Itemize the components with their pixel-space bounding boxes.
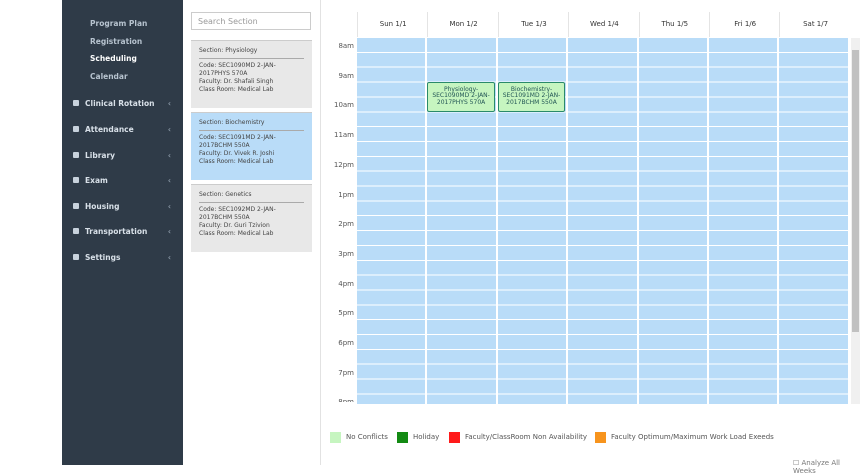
analyze-label: Analyze All Weeks (793, 459, 841, 475)
chevron: ‹ (167, 227, 171, 236)
menu-icon (73, 203, 79, 209)
day-column (779, 38, 848, 404)
legend-swatch (397, 432, 408, 443)
chevron: ‹ (167, 176, 171, 185)
event-title: Physiology- (443, 85, 479, 93)
menu-label: Library (85, 151, 116, 160)
chevron: ‹ (167, 151, 171, 160)
menu-icon (73, 126, 79, 132)
menu-item[interactable]: Exam ‹ (73, 176, 181, 185)
chevron: ‹ (167, 125, 171, 134)
chevron: ‹ (167, 99, 171, 108)
section-card[interactable]: Section: Genetics Code: SEC1092MD 2-JAN-2… (191, 184, 312, 252)
menu-icon (73, 177, 79, 183)
menu-icon (73, 254, 79, 260)
day-header: Wed 1/4 (568, 12, 639, 37)
hour-label: 12pm (333, 160, 354, 169)
event[interactable]: Physiology- SEC1090MD 2-JAN-2017PHYS 570A (427, 81, 495, 113)
divider (320, 0, 321, 465)
submenu-item[interactable]: Program Plan (90, 19, 148, 28)
section-title: Section: Genetics (199, 191, 304, 203)
section-faculty: Faculty: Dr. Vivek R. Joshi (199, 150, 275, 157)
hour-label: 4pm (338, 279, 354, 288)
submenu-item[interactable]: Scheduling (90, 54, 137, 64)
hour-label: 7pm (338, 368, 354, 377)
day-column (357, 38, 426, 404)
menu-item[interactable]: Library ‹ (73, 151, 181, 160)
legend-item: Faculty Optimum/Maximum Work Load Exeeds (595, 432, 774, 443)
scroll-thumb[interactable] (852, 50, 859, 332)
section-room: Class Room: Medical Lab (199, 230, 274, 237)
hour-label: 11am (333, 131, 354, 140)
analyze-checkbox[interactable]: ☐ Analyze All Weeks (793, 459, 841, 475)
section-title: Section: Biochemistry (199, 119, 304, 131)
menu-label: Exam (85, 176, 108, 185)
section-room: Class Room: Medical Lab (199, 86, 274, 93)
legend-item: Holiday (397, 432, 439, 443)
hour-label: 8am (338, 42, 354, 50)
menu-item[interactable]: Attendance ‹ (73, 125, 181, 134)
submenu-item[interactable]: Registration (90, 36, 143, 46)
menu-icon (73, 152, 79, 158)
day-column (709, 38, 778, 404)
event-code: SEC1091MD 2-JAN-2017BCHM 550A (502, 92, 561, 106)
legend-label: Faculty/ClassRoom Non Availability (465, 433, 588, 441)
section-title: Section: Physiology (199, 47, 304, 59)
legend-label: No Conflicts (346, 433, 388, 441)
menu-icon (73, 228, 79, 234)
event-title: Biochemistry- (510, 85, 553, 93)
menu-item[interactable]: Transportation ‹ (73, 227, 181, 236)
menu-label: Attendance (85, 125, 134, 134)
hour-label: 3pm (338, 249, 354, 258)
day-column (568, 38, 637, 404)
day-header: Sat 1/7 (779, 12, 850, 37)
section-card[interactable]: Section: Biochemistry Code: SEC1091MD 2-J… (191, 112, 312, 180)
menu-item[interactable]: Clinical Rotation ‹ (73, 99, 181, 108)
search-input[interactable]: Search Section (191, 12, 311, 30)
hour-label: 6pm (338, 339, 354, 347)
hour-label: 2pm (338, 220, 354, 229)
legend-swatch (449, 432, 460, 443)
legend-item: No Conflicts (330, 432, 388, 443)
event[interactable]: Biochemistry- SEC1091MD 2-JAN-2017BCHM 55… (497, 81, 566, 113)
chevron: ‹ (167, 253, 171, 262)
day-header: Sun 1/1 (357, 12, 428, 37)
section-room: Class Room: Medical Lab (199, 158, 274, 165)
section-code: Code: SEC1090MD 2-JAN-2017PHYS 570A (199, 62, 276, 77)
section-code: Code: SEC1091MD 2-JAN-2017BCHM 550A (199, 134, 276, 149)
legend-label: Holiday (413, 433, 440, 441)
sidebar: Program Plan Registration Scheduling Calend… (62, 0, 183, 465)
hour-label: 9am (338, 71, 354, 80)
day-header: Tue 1/3 (497, 12, 569, 37)
day-header: Fri 1/6 (709, 12, 780, 37)
day-column (638, 38, 707, 404)
menu-label: Clinical Rotation (85, 99, 155, 108)
legend-swatch (595, 432, 606, 443)
calendar-grid: Physiology- SEC1090MD 2-JAN-2017PHYS 570A… (357, 38, 850, 404)
legend-swatch (330, 432, 341, 443)
hour-label: 10am (333, 101, 354, 110)
hour-label: 5pm (338, 309, 354, 318)
menu-item[interactable]: Settings ‹ (73, 253, 181, 262)
section-code: Code: SEC1092MD 2-JAN-2017BCHM 550A (199, 206, 276, 221)
menu-label: Transportation (85, 227, 148, 236)
page: Program Plan Registration Scheduling Calend… (62, 0, 860, 475)
section-faculty: Faculty: Dr. Guri Tzivion (199, 222, 270, 229)
menu-label: Housing (85, 202, 120, 211)
menu-icon (73, 100, 79, 106)
event-code: SEC1090MD 2-JAN-2017PHYS 570A (432, 92, 490, 106)
section-card[interactable]: Section: Physiology Code: SEC1090MD 2-JAN… (191, 40, 312, 108)
menu-label: Settings (85, 253, 121, 262)
legend-item: Faculty/ClassRoom Non Availability (449, 432, 587, 443)
day-header: Thu 1/5 (638, 12, 710, 37)
hour-label: 8pm (338, 398, 354, 403)
menu-item[interactable]: Housing ‹ (73, 202, 181, 211)
submenu-item[interactable]: Calendar (90, 71, 128, 81)
hour-label: 1pm (338, 190, 354, 199)
chevron: ‹ (167, 202, 171, 211)
section-faculty: Faculty: Dr. Shafali Singh (199, 78, 274, 85)
legend-label: Faculty Optimum/Maximum Work Load Exeeds (611, 433, 774, 441)
day-header: Mon 1/2 (427, 12, 498, 37)
